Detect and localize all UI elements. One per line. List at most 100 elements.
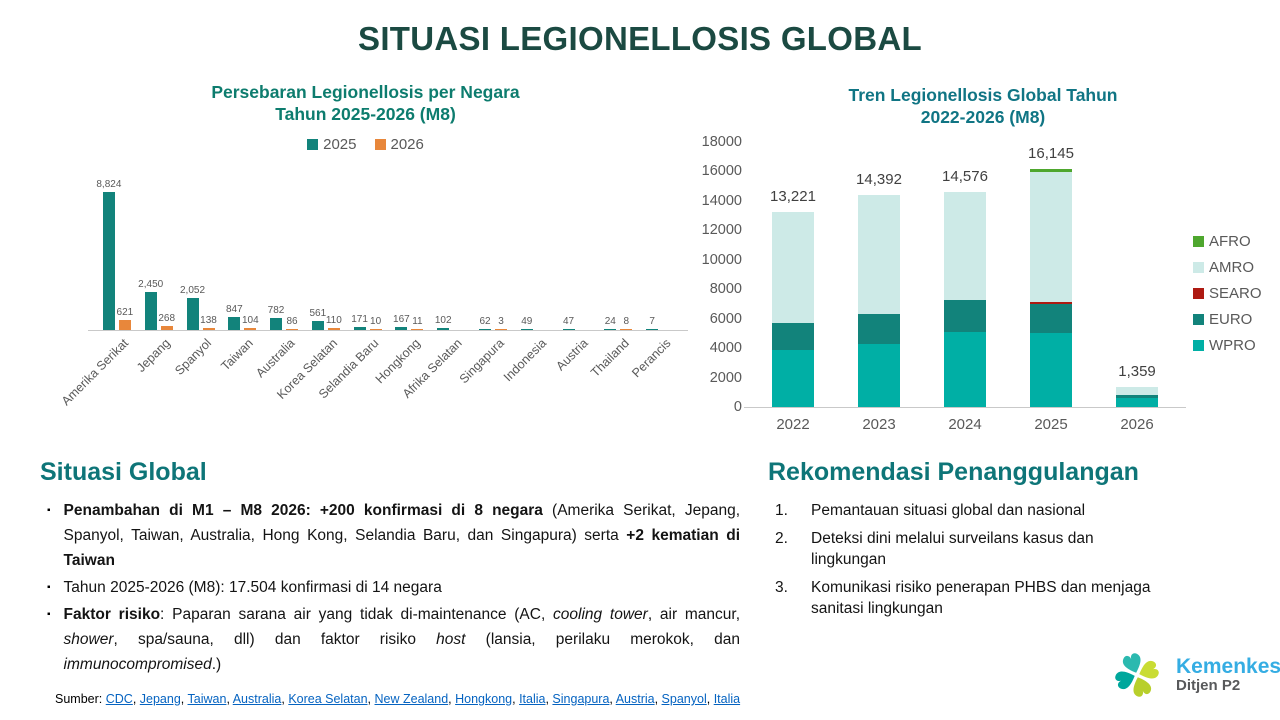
logo-sub-text: Ditjen P2 — [1176, 677, 1241, 695]
x-tick-label: 2026 — [1120, 416, 1154, 433]
bar-value-label: 62 — [479, 315, 491, 327]
kemenkes-logo-icon — [1115, 653, 1159, 697]
chart-left-legend: 2025 2026 — [38, 136, 693, 153]
bullet-item: ▪ Penambahan di M1 – M8 2026: +200 konfir… — [40, 498, 740, 573]
bar-2026-jepang — [160, 325, 173, 330]
bar-value-label: 782 — [267, 304, 285, 316]
bar-value-label: 102 — [434, 315, 452, 327]
bar-value-label: 8,824 — [96, 179, 122, 190]
bar-2025-thailand — [604, 328, 617, 330]
bullet-text: Tahun 2025-2026 (M8): 17.504 konfirmasi … — [63, 579, 442, 596]
logo-brand-text: Kemenkes — [1176, 655, 1280, 679]
bullet-marker-icon: ▪ — [47, 582, 51, 593]
total-value-label: 14,392 — [856, 171, 902, 189]
bar-2025-selandia-baru — [353, 327, 366, 330]
category-label-text: Austria — [552, 336, 591, 374]
legend-item-afro: AFRO — [1193, 233, 1262, 250]
y-tick-label: 14000 — [701, 192, 742, 209]
legend-item-2025: 2025 — [307, 135, 357, 153]
y-tick-label: 18000 — [701, 134, 742, 150]
legend-swatch-afro — [1193, 236, 1204, 247]
source-link-spanyol-10[interactable]: Spanyol — [661, 692, 707, 706]
y-tick-label: 12000 — [701, 222, 742, 239]
bar-value-label: 11 — [412, 315, 423, 327]
rekomendasi-heading: Rekomendasi Penanggulangan — [768, 458, 1139, 486]
source-link-cdc-0[interactable]: CDC — [105, 692, 133, 706]
bar-2025-singapura — [479, 328, 491, 330]
legend-swatch-euro — [1193, 314, 1204, 325]
legend-label-wpro: WPRO — [1209, 337, 1256, 354]
legend-swatch-amro — [1193, 262, 1204, 273]
source-prefix: Sumber: — [55, 692, 103, 706]
chart-right-title: Tren Legionellosis Global Tahun 2022-202… — [848, 85, 1118, 127]
legend-label-euro: EURO — [1209, 311, 1253, 328]
source-link-italia-11[interactable]: Italia — [713, 692, 741, 706]
bar-2026-hongkong — [411, 328, 424, 330]
source-link-italia-7[interactable]: Italia — [519, 692, 546, 706]
legend-item-euro: EURO — [1193, 311, 1262, 328]
x-tick-label: 2025 — [1034, 416, 1068, 433]
bar-value-label: 2,450 — [138, 278, 164, 290]
kemenkes-logo: Kemenkes Ditjen P2 — [1106, 644, 1280, 706]
source-link-jepang-1[interactable]: Jepang — [139, 692, 181, 706]
section-situasi-global: Situasi Global ▪ Penambahan di M1 – M8 20… — [40, 458, 740, 679]
source-link-austria-9[interactable]: Austria — [615, 692, 655, 706]
segment-searo-2025 — [1030, 301, 1072, 304]
total-value-label: 13,221 — [770, 188, 816, 206]
segment-wpro-2025 — [1030, 332, 1072, 407]
category-label-text: Indonesia — [500, 336, 549, 385]
bar-value-label: 104 — [241, 315, 259, 327]
source-link-singapura-8[interactable]: Singapura — [552, 692, 610, 706]
bar-2026-singapura — [495, 328, 507, 330]
bar-value-label: 621 — [116, 307, 134, 319]
source-link-australia-3[interactable]: Australia — [232, 692, 282, 706]
segment-euro-2026 — [1116, 395, 1158, 398]
bullet-marker-icon: ▪ — [47, 505, 51, 516]
source-link-hongkong-6[interactable]: Hongkong — [455, 692, 513, 706]
bar-value-label: 561 — [309, 308, 327, 320]
bar-value-label: 47 — [562, 315, 575, 327]
bar-2025-australia — [270, 317, 282, 330]
legend-label-amro: AMRO — [1209, 259, 1254, 276]
bullet-text: Penambahan di M1 – M8 2026: +200 konfirm… — [63, 502, 741, 569]
category-label-text: Jepang — [133, 336, 173, 375]
bar-2026-selandia-baru — [369, 328, 382, 330]
x-tick-label: 2022 — [776, 416, 810, 433]
bar-2025-indonesia — [520, 328, 533, 330]
segment-euro-2022 — [772, 323, 814, 350]
source-links: CDC, Jepang, Taiwan, Australia, Korea Se… — [105, 692, 741, 706]
chart-left-x-axis-line — [88, 330, 688, 331]
y-tick-label: 2000 — [709, 369, 742, 386]
bar-2025-korea-selatan — [311, 321, 324, 330]
bar-2026-spanyol — [202, 327, 215, 330]
segment-wpro-2024 — [944, 331, 986, 407]
x-tick-label: 2023 — [862, 416, 896, 433]
legend-label-2025: 2025 — [323, 135, 357, 153]
source-link-new-zealand-5[interactable]: New Zealand — [374, 692, 449, 706]
bullet-marker-icon: ▪ — [47, 609, 51, 620]
legend-label-searo: SEARO — [1209, 285, 1262, 302]
chart-left-plot-area: 8,824 621 Amerika Serikat 2,450 268 Jepang 2,0… — [59, 179, 681, 408]
legend-label-2026: 2026 — [390, 135, 424, 153]
rekomendasi-item: 3. Komunikasi risiko penerapan PHBS dan m… — [768, 577, 1198, 619]
segment-wpro-2023 — [858, 344, 900, 407]
y-tick-label: 10000 — [701, 251, 742, 268]
category-label-text: Thailand — [588, 336, 633, 380]
category-label-text: Singapura — [456, 336, 507, 387]
situasi-global-heading: Situasi Global — [40, 458, 207, 486]
bar-value-label: 7 — [649, 315, 655, 327]
chart-right-plot-area: 13,221 2022 14,392 2023 14,576 2024 16,145 2025… — [750, 142, 1180, 433]
legend-label-afro: AFRO — [1209, 233, 1251, 250]
bar-value-label: 2,052 — [179, 284, 206, 296]
bar-2025-afrika-selatan — [437, 328, 450, 330]
segment-euro-2024 — [944, 300, 986, 332]
segment-amro-2026 — [1116, 387, 1158, 396]
bar-2025-amerika-serikat — [102, 192, 115, 330]
source-link-taiwan-2[interactable]: Taiwan — [187, 692, 227, 706]
chart-right-x-axis-line — [744, 407, 1186, 408]
legend-item-2026: 2026 — [374, 135, 424, 153]
source-link-korea-selatan-4[interactable]: Korea Selatan — [288, 692, 368, 706]
bar-value-label: 10 — [370, 315, 382, 327]
segment-afro-2025 — [1030, 169, 1072, 172]
bar-value-label: 3 — [498, 315, 504, 327]
